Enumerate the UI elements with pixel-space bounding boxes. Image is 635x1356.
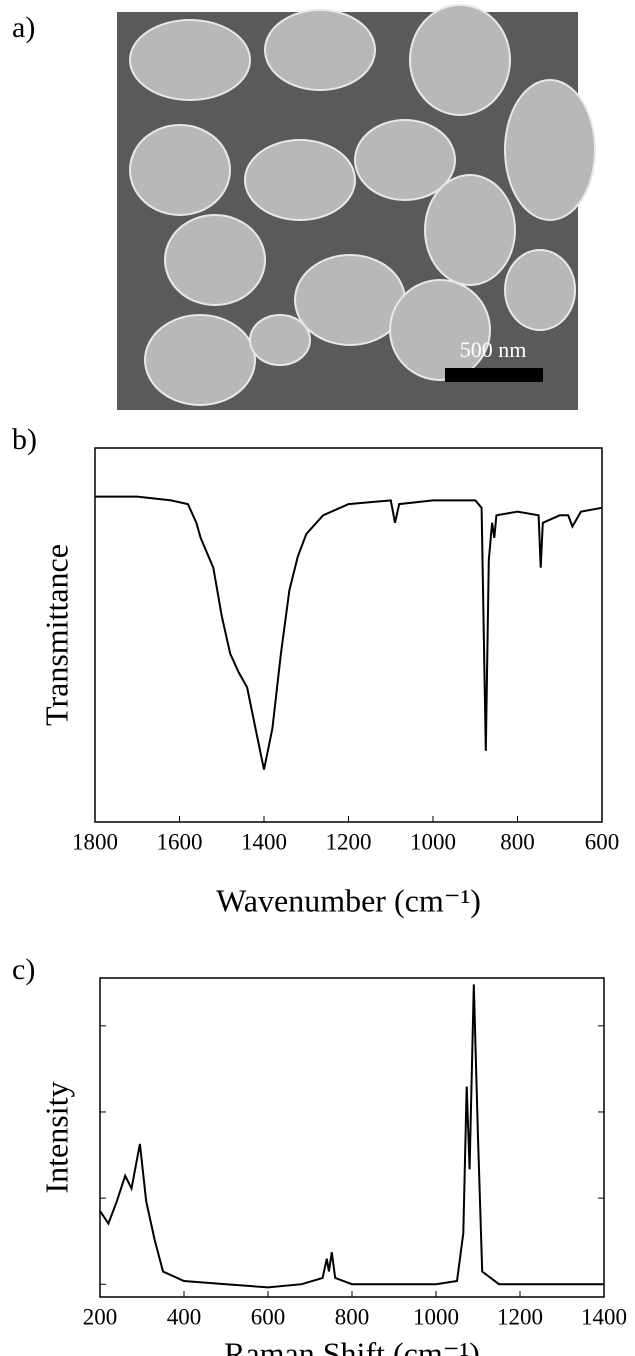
x-tick-label: 1200 xyxy=(497,1304,543,1329)
spectrum-line xyxy=(99,984,604,1289)
x-tick-label: 1000 xyxy=(413,1304,459,1329)
x-axis-label: Wavenumber (cm⁻¹) xyxy=(216,882,481,918)
spectrum-line xyxy=(95,495,603,770)
scale-bar-label: 500 nm xyxy=(460,337,527,362)
x-tick-label: 1400 xyxy=(581,1304,627,1329)
x-tick-label: 1200 xyxy=(326,829,372,854)
sem-image xyxy=(117,4,596,410)
panel-label: c) xyxy=(12,953,35,986)
x-axis-label: Raman Shift (cm⁻¹) xyxy=(224,1335,480,1356)
x-tick-label: 1600 xyxy=(157,829,203,854)
plot-frame xyxy=(99,977,605,1298)
x-tick-label: 1400 xyxy=(241,829,287,854)
x-tick-label: 1000 xyxy=(410,829,456,854)
x-tick-label: 800 xyxy=(335,1304,370,1329)
x-tick-label: 600 xyxy=(585,829,620,854)
x-tick-label: 800 xyxy=(500,829,535,854)
y-axis-label: Transmittance xyxy=(38,544,74,726)
panel-label: a) xyxy=(12,11,35,44)
x-tick-label: 1800 xyxy=(72,829,118,854)
panel-label: b) xyxy=(12,423,37,456)
x-tick-label: 200 xyxy=(83,1304,118,1329)
y-axis-label: Intensity xyxy=(38,1082,74,1194)
x-tick-label: 400 xyxy=(167,1304,202,1329)
x-tick-label: 600 xyxy=(251,1304,286,1329)
